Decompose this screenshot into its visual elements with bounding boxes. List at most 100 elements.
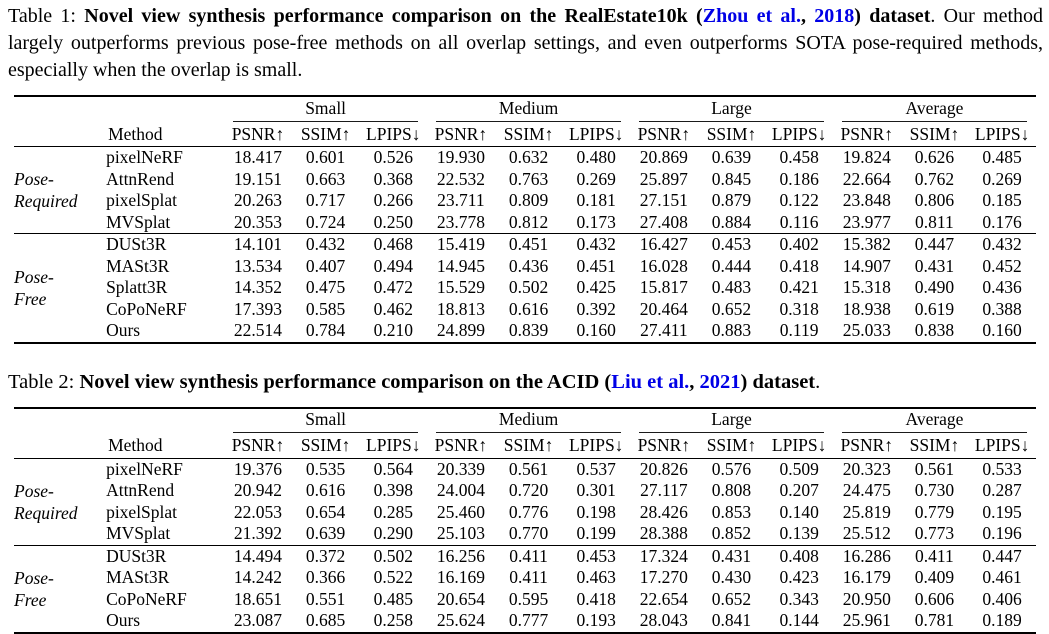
metric-value-cell: 0.116 (779, 211, 819, 232)
metric-value-cell: 0.845 (711, 168, 752, 189)
metric-value-cell: 0.181 (576, 190, 616, 210)
metric-value-cell: 0.425 (576, 277, 616, 297)
column-group-header: Average (833, 96, 1036, 122)
method-cell: pixelNeRF (106, 147, 183, 167)
citation-link-year[interactable]: 2021 (699, 370, 741, 393)
metric-value-cell: 22.532 (436, 168, 485, 189)
metric-header: PSNR↑ (427, 122, 495, 147)
table-row: pixelSplat 20.263 0.717 0.266 23.711 0.809 0.1… (14, 190, 1036, 212)
metric-value-cell: 0.485 (982, 147, 1022, 167)
table-row: MASt3R 14.242 0.366 0.522 16.169 0.411 0.463 17… (14, 567, 1036, 589)
metric-value-cell: 0.809 (508, 190, 549, 210)
metric-value-cell: 0.576 (711, 458, 752, 479)
metric-value-cell: 0.717 (305, 190, 346, 210)
header-row-metrics: Method PSNR↑ SSIM↑ LPIPS↓ PSNR↑ SSIM↑ LPIPS↓ PS… (14, 433, 1036, 459)
metric-value-cell: 27.117 (640, 480, 688, 500)
citation-link-authors[interactable]: Liu et al. (611, 370, 690, 393)
header-row-metrics: Method PSNR↑ SSIM↑ LPIPS↓ PSNR↑ SSIM↑ LPIPS↓ PS… (14, 122, 1036, 147)
method-header: Method (106, 122, 225, 147)
table1-caption: Table 1: Novel view synthesis performanc… (8, 3, 1043, 84)
metric-value-cell: 0.595 (508, 588, 549, 609)
metric-value-cell: 0.537 (576, 458, 616, 479)
metric-value-cell: 0.290 (373, 523, 413, 543)
metric-value-cell: 22.654 (639, 588, 688, 609)
metric-value-cell: 0.160 (982, 320, 1022, 340)
metric-value-cell: 0.616 (508, 298, 549, 319)
metric-value-cell: 0.480 (576, 147, 616, 167)
metric-value-cell: 0.564 (373, 458, 413, 479)
column-group-label: Small (233, 409, 419, 433)
metric-value-cell: 20.826 (639, 458, 688, 479)
table-row: MVSplat 21.392 0.639 0.290 25.103 0.770 0.199 2… (14, 523, 1036, 545)
citation-link-authors[interactable]: Zhou et al. (702, 5, 801, 27)
metric-value-cell: 0.436 (508, 255, 549, 276)
metric-value-cell: 0.436 (982, 277, 1022, 297)
metric-value-cell: 16.256 (427, 544, 495, 567)
method-cell: DUSt3R (106, 233, 225, 256)
metric-value-cell: 0.452 (982, 255, 1022, 276)
citation-link-year[interactable]: 2018 (814, 5, 855, 27)
metric-value-cell: 0.372 (291, 544, 360, 567)
metric-value-cell: 0.411 (494, 544, 563, 567)
metric-value-cell: 15.529 (436, 277, 485, 297)
column-group-header: Medium (427, 408, 630, 434)
metric-value-cell: 0.475 (305, 277, 346, 297)
metric-header: PSNR↑ (224, 433, 292, 459)
caption-title: Novel view synthesis performance compari… (84, 5, 930, 27)
caption-title-text: Novel view synthesis performance compari… (79, 370, 612, 393)
metric-value-cell: 14.101 (224, 233, 292, 256)
metric-value-cell: 0.258 (373, 610, 413, 630)
method-cell: MVSplat (106, 211, 171, 232)
metric-header: PSNR↑ (630, 433, 698, 459)
metric-value-cell: 19.930 (436, 147, 485, 167)
metric-value-cell: 0.838 (914, 320, 955, 340)
metric-value-cell: 0.522 (373, 567, 413, 587)
metric-value-cell: 0.176 (982, 211, 1022, 232)
metric-value-cell: 0.561 (914, 458, 955, 479)
column-group-label: Large (639, 409, 824, 433)
metric-value-cell: 0.806 (914, 190, 955, 210)
metric-header: LPIPS↓ (562, 433, 631, 459)
metric-value-cell: 0.207 (779, 480, 819, 500)
metric-value-cell: 0.444 (711, 255, 752, 276)
method-cell: AttnRend (106, 168, 175, 189)
metric-value-cell: 0.551 (305, 588, 346, 609)
metric-value-cell: 0.196 (982, 523, 1022, 543)
metric-value-cell: 17.393 (233, 298, 283, 319)
metric-value-cell: 14.494 (224, 544, 292, 567)
header-corner (14, 96, 224, 122)
metric-value-cell: 21.392 (233, 523, 283, 543)
method-cell: AttnRend (106, 480, 175, 500)
metric-value-cell: 24.899 (436, 320, 485, 340)
caption-label: Table 1: (8, 5, 85, 27)
metric-header: LPIPS↓ (359, 433, 428, 459)
metric-value-cell: 0.160 (576, 320, 616, 340)
metric-value-cell: 0.432 (562, 233, 631, 256)
method-cell: pixelSplat (106, 190, 178, 210)
row-group-label: Pose- Free (14, 233, 107, 343)
column-group-label: Medium (436, 98, 622, 122)
metric-value-cell: 0.494 (373, 255, 413, 276)
metric-value-cell: 0.453 (562, 544, 631, 567)
metric-value-cell: 0.139 (779, 523, 819, 543)
method-cell: pixelNeRF (106, 458, 183, 479)
table-row: Pose- Free DUSt3R 14.494 0.372 0.502 16.256 0.4… (14, 544, 1036, 633)
metric-value-cell: 0.784 (305, 320, 346, 340)
metric-value-cell: 0.411 (900, 544, 969, 567)
metric-value-cell: 20.339 (436, 458, 485, 479)
metric-value-cell: 0.250 (373, 211, 413, 232)
metric-value-cell: 16.179 (842, 567, 891, 587)
column-group-label: Average (841, 409, 1027, 433)
metric-value-cell: 0.762 (914, 168, 955, 189)
method-cell: MASt3R (106, 567, 170, 587)
metric-value-cell: 27.411 (640, 320, 688, 340)
column-group-header: Medium (427, 96, 630, 122)
metric-value-cell: 14.907 (842, 255, 891, 276)
metric-value-cell: 17.270 (639, 567, 688, 587)
metric-value-cell: 19.151 (233, 168, 283, 189)
metric-value-cell: 0.431 (697, 544, 766, 567)
metric-value-cell: 0.368 (373, 168, 413, 189)
metric-value-cell: 0.616 (305, 480, 346, 500)
metric-value-cell: 25.033 (842, 320, 891, 340)
citation-separator: , (801, 5, 815, 27)
